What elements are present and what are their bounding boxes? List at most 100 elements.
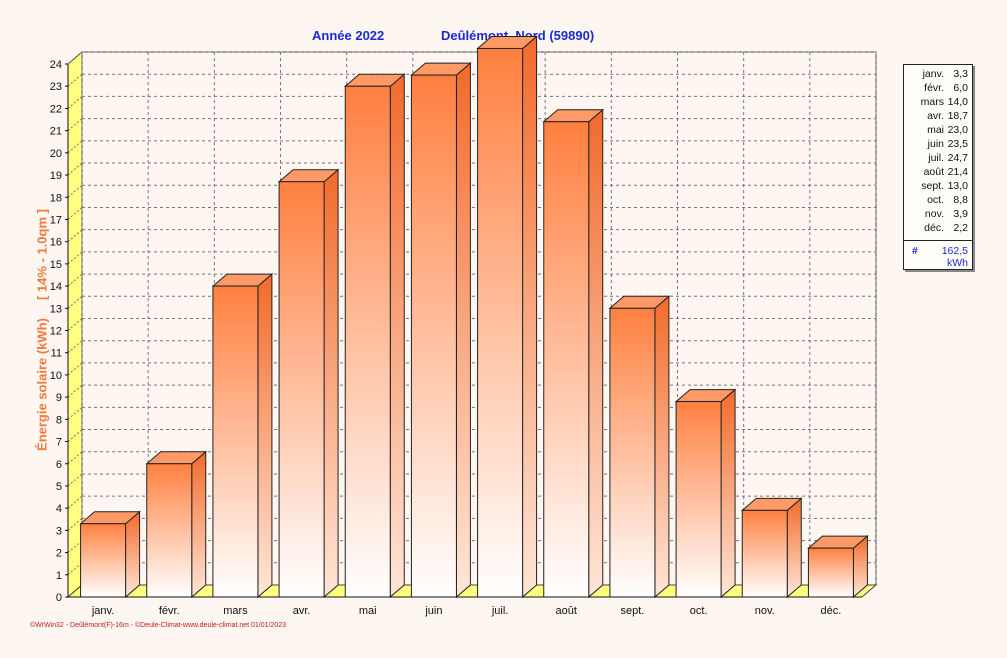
- bar-side: [786, 497, 802, 599]
- gridline-side: [67, 517, 83, 531]
- bar-side: [455, 62, 471, 599]
- gridline-side: [67, 495, 83, 509]
- y-tick-label: 12: [50, 326, 62, 338]
- x-tick-label: juil.: [491, 605, 509, 617]
- bar: [674, 388, 737, 599]
- gridline-side: [67, 51, 83, 65]
- legend-month: avr.: [927, 110, 944, 122]
- bar-front: [80, 523, 127, 598]
- gridline-side: [67, 540, 83, 553]
- x-tick-label: janv.: [91, 605, 114, 617]
- legend-month: mars: [920, 96, 944, 108]
- y-tick-label: 11: [51, 348, 62, 360]
- y-tick-label: 7: [56, 437, 62, 449]
- legend-month: janv.: [922, 68, 944, 80]
- bar: [79, 510, 141, 599]
- y-tick-label: 23: [50, 81, 62, 93]
- legend-value: 8,8: [953, 194, 968, 206]
- bar-front: [741, 509, 788, 598]
- bar-side: [522, 35, 538, 599]
- y-tick-label: 8: [56, 414, 62, 426]
- bar-front: [609, 307, 656, 598]
- legend-month: sept.: [921, 180, 944, 192]
- legend-value: 2,2: [953, 222, 968, 234]
- bar-front: [410, 74, 457, 598]
- gridline-side: [67, 318, 83, 331]
- bar-front: [675, 401, 722, 598]
- legend-value: 6,0: [953, 82, 968, 94]
- x-tick-label: déc.: [821, 605, 842, 617]
- legend-divider: [904, 240, 972, 241]
- legend-row: juil. 24,7: [904, 152, 972, 166]
- bar-front: [477, 47, 524, 598]
- gridline-side: [67, 451, 83, 465]
- y-tick-label: 18: [50, 192, 62, 204]
- bar: [410, 62, 472, 599]
- y-tick-label: 20: [50, 148, 62, 160]
- legend-total-value: 162,5: [941, 245, 968, 257]
- x-tick-label: avr.: [293, 605, 311, 617]
- gridline-side: [67, 229, 83, 243]
- gridline-side: [67, 251, 83, 265]
- x-tick-label: mai: [359, 605, 377, 617]
- gridline-side: [67, 184, 83, 198]
- legend-row: mars 14,0: [904, 96, 972, 110]
- y-tick-label: 10: [50, 370, 62, 382]
- gridline-side: [67, 384, 83, 398]
- legend-month: déc.: [924, 222, 944, 234]
- gridline-side: [67, 118, 83, 132]
- y-tick-label: 16: [50, 237, 62, 249]
- bar-side: [323, 168, 339, 599]
- bar-front: [543, 121, 590, 598]
- legend-month: juin: [927, 138, 944, 150]
- y-tick-label: 1: [56, 570, 62, 582]
- x-tick-label: févr.: [159, 605, 180, 617]
- bar-side: [125, 510, 141, 599]
- title-location: Deûlémont, Nord (59890): [441, 28, 595, 43]
- bar-front: [212, 285, 259, 598]
- legend-month: févr.: [924, 82, 944, 94]
- y-tick-label: 22: [50, 103, 62, 115]
- y-tick-label: 15: [50, 259, 62, 271]
- bar: [211, 272, 274, 599]
- legend-row: juin 23,5: [904, 138, 972, 152]
- x-tick-label: sept.: [620, 605, 644, 617]
- gridline-side: [67, 340, 83, 354]
- legend-row: mai 23,0: [904, 124, 972, 138]
- gridline-side: [67, 362, 83, 376]
- footer-credit: ©WrWin32 - Deûlémont(F)-16m - ©Deule-Cli…: [30, 622, 287, 629]
- bar: [608, 295, 671, 599]
- bar-front: [807, 547, 854, 598]
- bar: [807, 535, 869, 599]
- legend-row: déc. 2,2: [904, 222, 972, 236]
- legend-value: 21,4: [947, 166, 968, 178]
- gridline-side: [67, 562, 83, 576]
- legend-unit: kWh: [947, 257, 968, 269]
- gridline-side: [67, 273, 83, 287]
- bar-side: [257, 272, 273, 599]
- bar-side: [654, 295, 670, 599]
- legend-month: mai: [927, 124, 944, 136]
- legend-total-symbol: #: [912, 245, 918, 257]
- legend-row: août 21,4: [904, 166, 972, 180]
- bar: [476, 35, 538, 599]
- title-year: Année 2022: [312, 28, 385, 43]
- gridline-side: [67, 406, 83, 420]
- legend-value: 18,7: [947, 110, 968, 122]
- x-tick-label: août: [556, 605, 577, 617]
- legend-value: 3,9: [953, 208, 968, 220]
- legend-value: 3,3: [953, 68, 968, 80]
- legend-value: 24,7: [947, 152, 968, 164]
- x-tick-label: nov.: [755, 605, 775, 617]
- bar-side: [588, 108, 604, 599]
- legend-value: 13,0: [947, 180, 968, 192]
- y-tick-label: 21: [50, 126, 62, 138]
- legend-value: 14,0: [947, 96, 968, 108]
- legend-row: févr. 6,0: [904, 82, 972, 96]
- bar: [740, 497, 803, 599]
- gridline-side: [67, 140, 83, 154]
- bar-side: [720, 388, 736, 599]
- y-tick-label: 19: [50, 170, 62, 182]
- bar-side: [191, 450, 207, 599]
